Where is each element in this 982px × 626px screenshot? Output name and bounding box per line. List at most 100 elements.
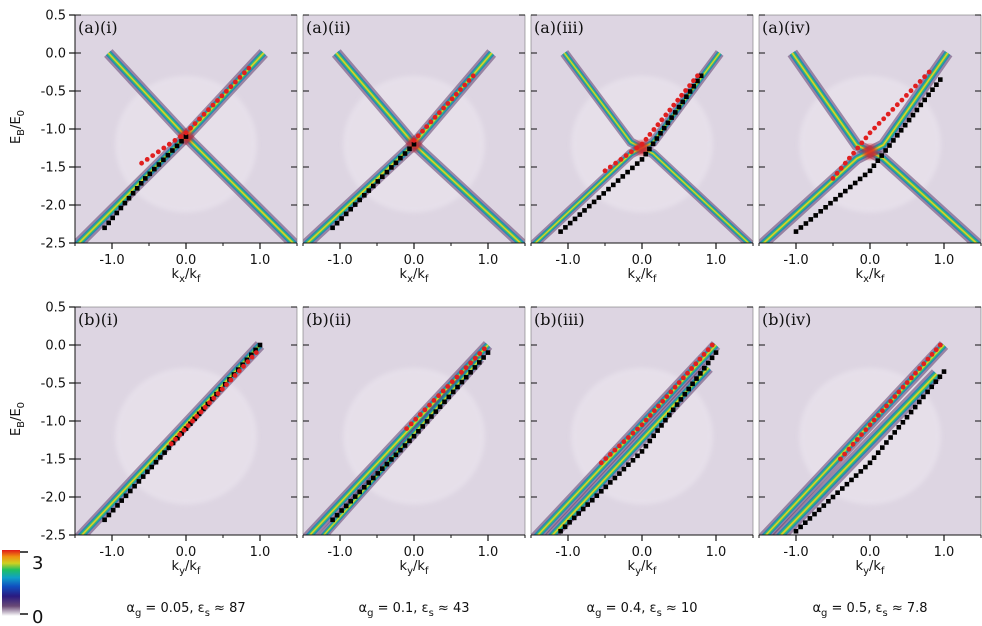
dispersion-marker-black <box>591 199 597 205</box>
dispersion-marker-red <box>168 441 174 447</box>
red-dispersion <box>838 342 943 462</box>
dispersion-marker-red <box>639 422 645 428</box>
dispersion-marker-black <box>862 172 868 178</box>
dispersion-marker-red <box>431 398 437 403</box>
dispersion-marker-red <box>838 456 843 462</box>
y-tick-label: -1.0 <box>41 123 66 138</box>
dispersion-marker-red <box>201 111 207 117</box>
dispersion-marker-black <box>655 428 660 433</box>
dispersion-marker-black <box>134 186 140 191</box>
dispersion-marker-red <box>659 117 665 123</box>
dispersion-marker-red <box>481 346 487 352</box>
dispersion-marker-black <box>398 155 403 161</box>
x-tick-label: 0.0 <box>176 545 197 560</box>
column-caption: αg = 0.4, εs ≈ 10 <box>587 601 698 619</box>
dispersion-marker-red <box>838 165 844 171</box>
dispersion-marker-red <box>693 361 699 367</box>
dispersion-marker-red <box>432 114 438 120</box>
dispersion-marker-black <box>161 157 166 163</box>
dispersion-marker-black <box>658 131 663 136</box>
dispersion-marker-black <box>798 225 804 230</box>
dispersion-marker-black <box>114 210 120 216</box>
dispersion-marker-red <box>899 97 905 103</box>
panel-label: (b)(ii) <box>306 310 351 329</box>
dispersion-marker-black <box>651 433 656 439</box>
dispersion-marker-red <box>415 133 421 139</box>
dispersion-marker-black <box>914 107 920 113</box>
dispersion-marker-red <box>925 356 931 362</box>
x-tick-label: -1.0 <box>783 253 808 268</box>
dispersion-marker-black <box>375 471 381 476</box>
dispersion-marker-black <box>596 195 602 200</box>
dispersion-marker-red <box>441 105 446 111</box>
dispersion-marker-red <box>933 347 939 353</box>
dispersion-marker-black <box>606 186 611 192</box>
dispersion-marker-black <box>705 360 711 366</box>
dispersion-marker-red <box>663 112 669 118</box>
dispersion-marker-black <box>630 458 636 463</box>
dispersion-marker-black <box>880 445 885 450</box>
dispersion-marker-red <box>655 122 661 128</box>
dispersion-marker-black <box>902 122 908 128</box>
x-tick-label: 0.0 <box>632 545 653 560</box>
dispersion-marker-red <box>904 380 910 385</box>
dispersion-marker-black <box>635 453 640 459</box>
panel-glow <box>114 367 258 505</box>
dispersion-marker-black <box>599 489 604 494</box>
dispersion-marker-red <box>909 375 914 381</box>
dispersion-marker-black <box>888 435 893 440</box>
x-tick-label: -1.0 <box>783 545 808 560</box>
x-tick-label: -1.0 <box>555 545 580 560</box>
dispersion-marker-red <box>236 368 242 374</box>
dispersion-marker-black <box>896 425 902 430</box>
dispersion-marker-black <box>663 417 668 423</box>
dispersion-marker-black <box>906 117 912 123</box>
dispersion-marker-black <box>853 473 859 478</box>
dispersion-marker-red <box>224 88 229 94</box>
dispersion-marker-black <box>929 384 934 390</box>
dispersion-marker-black <box>895 133 900 138</box>
dispersion-marker-black <box>567 520 572 525</box>
dispersion-marker-red <box>876 121 882 126</box>
dispersion-marker-red <box>929 352 935 357</box>
dispersion-marker-black <box>485 350 491 355</box>
dispersion-marker-black <box>634 161 640 166</box>
dispersion-marker-red <box>660 398 666 404</box>
dispersion-marker-red <box>468 360 473 366</box>
dispersion-marker-black <box>348 206 353 212</box>
dispersion-marker-red <box>458 87 463 92</box>
dispersion-marker-black <box>563 225 568 230</box>
dispersion-marker-red <box>851 150 856 156</box>
dispersion-marker-black <box>594 493 600 498</box>
dispersion-marker-black <box>380 174 385 179</box>
dispersion-marker-red <box>921 361 927 367</box>
dispersion-marker-black <box>110 215 115 221</box>
dispersion-marker-red <box>210 102 216 108</box>
red-dispersion <box>830 69 932 181</box>
panel-label: (b)(iv) <box>762 310 811 329</box>
black-dispersion <box>793 77 943 234</box>
dispersion-marker-red <box>241 363 246 369</box>
dispersion-marker-black <box>330 225 335 231</box>
dispersion-marker-black <box>900 420 906 425</box>
dispersion-marker-black <box>253 347 258 353</box>
dispersion-marker-black <box>170 148 175 153</box>
dispersion-marker-black <box>393 160 399 166</box>
dispersion-marker-red <box>183 130 189 136</box>
dispersion-marker-black <box>571 515 577 521</box>
dispersion-marker-red <box>408 421 414 427</box>
dispersion-marker-red <box>207 400 212 406</box>
x-axis-label: ky/kf <box>172 559 201 577</box>
dispersion-marker-black <box>625 169 630 175</box>
x-tick-label: -1.0 <box>555 253 580 268</box>
dispersion-marker-black <box>680 99 685 105</box>
dispersion-marker-black <box>433 409 439 414</box>
dispersion-marker-red <box>242 70 247 76</box>
dispersion-marker-red <box>675 97 681 103</box>
dispersion-marker-black <box>833 196 838 202</box>
dispersion-marker-black <box>852 180 858 186</box>
dispersion-marker-red <box>424 124 430 129</box>
dispersion-marker-black <box>352 494 358 499</box>
dispersion-marker-red <box>676 380 682 385</box>
dispersion-marker-red <box>612 447 618 453</box>
